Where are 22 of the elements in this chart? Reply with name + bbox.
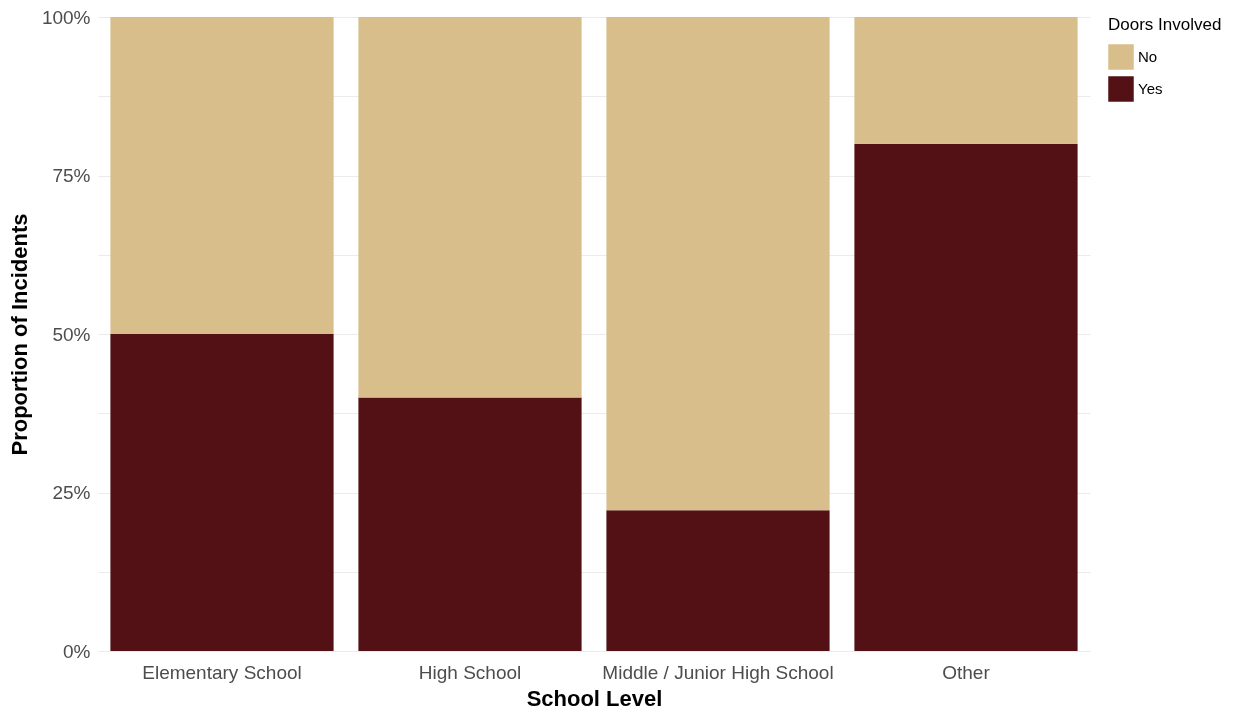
x-tick-label: High School	[418, 661, 522, 683]
x-tick-label: Middle / Junior High School	[602, 661, 834, 683]
y-axis-title: Proportion of Incidents	[6, 213, 32, 456]
bar	[110, 334, 334, 651]
x-tick-label: Elementary School	[142, 661, 302, 683]
bar	[854, 17, 1078, 144]
y-tick-label: 25%	[52, 482, 91, 503]
bar	[110, 17, 334, 334]
bar	[606, 510, 830, 651]
bar	[358, 17, 582, 398]
legend-label: Yes	[1138, 80, 1163, 97]
x-tick-label: Other	[942, 661, 991, 683]
y-tick-label: 0%	[63, 640, 91, 662]
bar	[358, 397, 582, 651]
x-axis-title: School Level	[526, 685, 663, 711]
legend-title: Doors Involved	[1108, 15, 1222, 34]
legend-label: No	[1138, 48, 1158, 65]
bar	[606, 17, 830, 511]
bar	[854, 143, 1078, 651]
y-tick-label: 100%	[41, 6, 91, 28]
y-tick-label: 75%	[52, 165, 91, 186]
y-tick-label: 50%	[52, 323, 91, 345]
